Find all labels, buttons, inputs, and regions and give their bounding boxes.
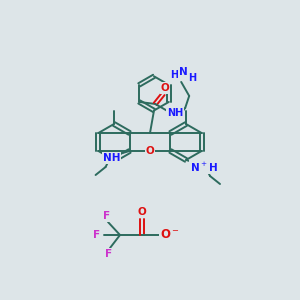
Text: N: N xyxy=(179,67,188,77)
Text: H: H xyxy=(170,70,178,80)
Text: F: F xyxy=(93,230,100,240)
Text: O$^-$: O$^-$ xyxy=(160,229,180,242)
Text: H: H xyxy=(188,73,196,83)
Text: N$^+$H: N$^+$H xyxy=(190,160,218,173)
Text: NH: NH xyxy=(103,153,120,163)
Text: NH: NH xyxy=(167,108,183,118)
Text: O: O xyxy=(138,207,146,217)
Text: O: O xyxy=(146,146,154,156)
Text: O: O xyxy=(161,83,170,93)
Text: F: F xyxy=(103,211,111,221)
Text: F: F xyxy=(105,249,112,259)
